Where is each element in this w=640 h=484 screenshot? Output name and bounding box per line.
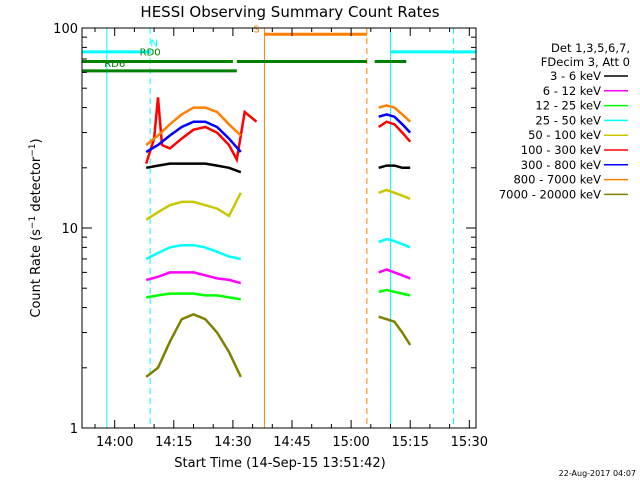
legend-entry-label-0: 3 - 6 keV	[550, 69, 601, 83]
series-line-1-seg-0	[145, 271, 242, 285]
x-axis: 14:00 14:15 14:30 14:45 15:00 15:15 15:30	[94, 28, 488, 450]
series-line-3-seg-0	[145, 243, 242, 261]
chart-title: HESSI Observing Summary Count Rates	[140, 3, 439, 21]
series-line-0-seg-0	[145, 162, 242, 174]
generation-timestamp: 22-Aug-2017 04:07	[559, 469, 636, 478]
legend-entry-label-8: 7000 - 20000 keV	[499, 187, 601, 201]
flag-label-3: RD6	[104, 59, 125, 70]
x-tick-label-1: 14:15	[155, 435, 192, 450]
series-line-4-seg-1	[378, 188, 411, 200]
series-line-2-seg-1	[378, 288, 411, 297]
legend-entry-label-6: 300 - 800 keV	[521, 158, 601, 172]
series-line-3-seg-1	[378, 237, 411, 249]
y-tick-label-2: 100	[53, 22, 78, 37]
x-tick-label-5: 15:15	[391, 435, 428, 450]
x-tick-label-2: 14:30	[214, 435, 251, 450]
series-line-8-seg-0	[145, 313, 242, 378]
series-line-7-seg-0	[145, 106, 242, 146]
legend-entry-label-5: 100 - 300 keV	[521, 143, 601, 157]
series-line-7-seg-1	[378, 104, 412, 123]
legend-entry-label-1: 6 - 12 keV	[543, 84, 601, 98]
legend: Det 1,3,5,6,7,FDecim 3, Att 03 - 6 keV6 …	[499, 41, 630, 201]
series-line-2-seg-0	[145, 292, 241, 301]
x-tick-label-4: 15:00	[332, 435, 369, 450]
series-line-5-seg-0	[145, 97, 258, 164]
x-tick-label-6: 15:30	[451, 435, 488, 450]
x-tick-label-3: 14:45	[273, 435, 310, 450]
series-line-6-seg-1	[378, 113, 412, 134]
series-line-4-seg-0	[145, 192, 242, 221]
series-line-8-seg-1	[378, 315, 412, 346]
y-tick-label-0: 1	[70, 422, 78, 437]
legend-entry-label-7: 800 - 7000 keV	[513, 173, 601, 187]
flag-label-0: N	[150, 38, 157, 49]
y-tick-label-1: 10	[61, 222, 78, 237]
series-line-5-seg-1	[378, 120, 412, 143]
flag-label-1: S	[253, 24, 259, 35]
legend-header-line-1: Det 1,3,5,6,7,	[551, 41, 630, 55]
x-axis-label: Start Time (14-Sep-15 13:51:42)	[174, 456, 385, 471]
legend-entry-label-2: 12 - 25 keV	[535, 99, 601, 113]
legend-entry-label-3: 25 - 50 keV	[535, 113, 601, 127]
series-line-6-seg-0	[145, 120, 242, 154]
flag-label-2: RD0	[140, 47, 161, 58]
legend-entry-label-4: 50 - 100 keV	[528, 128, 601, 142]
x-tick-label-0: 14:00	[96, 435, 133, 450]
plot-frame	[81, 27, 477, 429]
y-axis-label: Count Rate (s−1 detector−1)	[28, 138, 44, 317]
series-line-0-seg-1	[378, 164, 411, 170]
series-line-1-seg-1	[378, 268, 411, 280]
legend-header-line-2: FDecim 3, Att 0	[541, 55, 630, 69]
y-axis: 1 10 100	[53, 22, 476, 437]
